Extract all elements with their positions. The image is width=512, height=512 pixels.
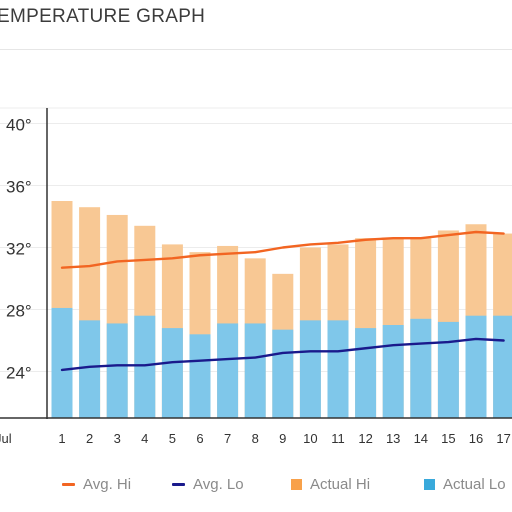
legend-item-actual-hi: Actual Hi: [291, 476, 370, 493]
bar-actual-lo: [437, 321, 459, 418]
x-tick-label: 1: [58, 431, 65, 446]
legend-item-actual-lo: Actual Lo: [424, 476, 506, 493]
x-tick-label: 5: [169, 431, 176, 446]
legend-label-actual-hi: Actual Hi: [310, 476, 371, 493]
y-tick-label: 24°: [6, 364, 32, 383]
legend-item-avg-hi: Avg. Hi: [62, 476, 131, 493]
y-tick-label: 32°: [6, 240, 32, 259]
bar-actual-lo: [189, 334, 211, 418]
series-line-avg-hi: [60, 230, 505, 269]
x-tick-label: 3: [114, 431, 121, 446]
legend-swatch-actual-hi: [291, 479, 302, 490]
legend-swatch-avg-lo: [172, 483, 185, 486]
y-tick-label: 36°: [6, 178, 32, 197]
series-line-avg-lo: [60, 337, 505, 372]
x-tick-label: 15: [441, 431, 455, 446]
x-tick-label: 16: [469, 431, 483, 446]
x-tick-label: 17: [496, 431, 510, 446]
title-divider: [0, 49, 512, 50]
x-tick-label: 14: [414, 431, 428, 446]
bar-actual-lo: [410, 318, 432, 418]
bar-actual-lo: [217, 323, 239, 418]
bar-actual-lo: [106, 323, 128, 418]
bar-actual-lo: [355, 328, 377, 418]
legend-swatch-actual-lo: [424, 479, 435, 490]
x-tick-label: 10: [303, 431, 317, 446]
x-tick-label: 6: [196, 431, 203, 446]
x-axis-month-label: Jul: [0, 431, 12, 446]
legend-label-avg-hi: Avg. Hi: [83, 476, 132, 493]
bar-actual-lo: [51, 307, 73, 418]
x-tick-label: 9: [279, 431, 286, 446]
bar-actual-lo: [465, 315, 487, 418]
bar-actual-lo: [79, 320, 101, 418]
legend-item-avg-lo: Avg. Lo: [172, 476, 244, 493]
bar-actual-lo: [327, 320, 349, 418]
x-tick-label: 7: [224, 431, 231, 446]
x-tick-label: 2: [86, 431, 93, 446]
x-tick-label: 11: [331, 431, 345, 446]
page-title: EMPERATURE GRAPH: [0, 6, 206, 27]
legend-label-avg-lo: Avg. Lo: [193, 476, 244, 493]
bar-actual-lo: [382, 325, 404, 418]
legend-swatch-avg-hi: [62, 483, 75, 486]
chart-legend: Avg. Hi Avg. Lo Actual Hi Actual Lo: [0, 476, 512, 500]
x-tick-label: 8: [252, 431, 259, 446]
bar-actual-lo: [272, 329, 294, 418]
bar-actual-lo: [134, 315, 156, 418]
bar-actual-lo: [299, 320, 321, 418]
bar-actual-lo: [493, 315, 512, 418]
y-tick-label: 28°: [6, 302, 32, 321]
bar-actual-lo: [244, 323, 266, 418]
x-tick-label: 13: [386, 431, 400, 446]
x-tick-label: 12: [358, 431, 372, 446]
legend-label-actual-lo: Actual Lo: [443, 476, 506, 493]
y-tick-label: 40°: [6, 116, 32, 135]
bar-actual-lo: [161, 328, 183, 418]
x-tick-label: 4: [141, 431, 148, 446]
